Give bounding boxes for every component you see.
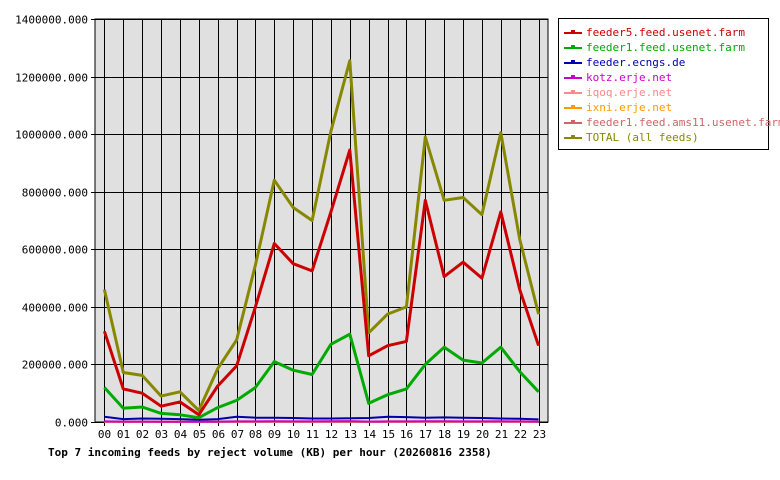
legend-item: TOTAL (all feeds): [563, 130, 768, 145]
y-tick-label: 800000.000: [22, 187, 88, 200]
x-tick-label: 01: [117, 428, 130, 441]
x-tick-label: 15: [382, 428, 395, 441]
y-tick-label: 0.000: [55, 417, 88, 430]
x-tick-label: 18: [438, 428, 451, 441]
y-tick-label: 1200000.000: [15, 72, 88, 85]
legend-label: ixni.erje.net: [586, 101, 673, 114]
y-tick-label: 1000000.000: [15, 129, 88, 142]
legend-swatch: [563, 27, 583, 39]
legend-label: feeder1.feed.ams11.usenet.farm: [586, 116, 780, 129]
x-tick-label: 00: [98, 428, 111, 441]
series-lines: [102, 59, 541, 423]
x-tick-label: 19: [457, 428, 470, 441]
x-tick-label: 06: [212, 428, 225, 441]
x-tick-label: 20: [476, 428, 489, 441]
legend-swatch: [563, 42, 583, 54]
legend-label: feeder.ecngs.de: [586, 56, 686, 69]
series-line-0: [102, 148, 541, 417]
legend-item: feeder1.feed.usenet.farm: [563, 40, 768, 55]
x-tick-label: 05: [193, 428, 206, 441]
y-tick-label: 400000.000: [22, 302, 88, 315]
x-tick-label: 02: [136, 428, 149, 441]
legend-item: feeder1.feed.ams11.usenet.farm: [563, 115, 780, 130]
x-tick-label: 11: [306, 428, 319, 441]
x-tick-label: 10: [287, 428, 300, 441]
legend-label: iqoq.erje.net: [586, 86, 673, 99]
x-tick-label: 16: [400, 428, 413, 441]
legend-swatch: [563, 117, 583, 129]
x-tick-label: 21: [495, 428, 508, 441]
legend-swatch: [563, 87, 583, 99]
series-line-3: [104, 420, 539, 423]
legend-swatch: [563, 57, 583, 69]
series-line-1: [103, 332, 540, 420]
legend-swatch: [563, 102, 583, 114]
legend-item: feeder5.feed.usenet.farm: [563, 25, 768, 40]
y-tick-label: 200000.000: [22, 359, 88, 372]
legend-item: kotz.erje.net: [563, 70, 768, 85]
legend-label: feeder1.feed.usenet.farm: [586, 41, 745, 54]
y-tick-label: 1400000.000: [15, 14, 88, 27]
legend-label: kotz.erje.net: [586, 71, 673, 84]
legend-item: ixni.erje.net: [563, 100, 768, 115]
x-tick-label: 03: [155, 428, 168, 441]
x-tick-label: 04: [174, 428, 188, 441]
x-tick-label: 23: [533, 428, 546, 441]
x-tick-label: 17: [419, 428, 432, 441]
legend-label: TOTAL (all feeds): [586, 131, 699, 144]
x-tick-label: 22: [514, 428, 527, 441]
legend-item: feeder.ecngs.de: [563, 55, 768, 70]
x-tick-label: 12: [325, 428, 338, 441]
x-tick-label: 07: [231, 428, 244, 441]
y-axis-ticks: 0.000 200000.000 400000.000 600000.000 80000…: [15, 14, 95, 430]
x-axis-ticks: 00 01 02 03 04 05 06 07 08 09 10 11 12 13 14 15 16 17 18 19…: [98, 422, 546, 441]
x-tick-label: 09: [268, 428, 281, 441]
y-tick-label: 600000.000: [22, 244, 88, 257]
legend-swatch: [563, 132, 583, 144]
chart-title: Top 7 incoming feeds by reject volume (K…: [48, 446, 492, 459]
legend-item: iqoq.erje.net: [563, 85, 768, 100]
x-tick-label: 13: [344, 428, 357, 441]
series-line-2: [104, 415, 539, 421]
legend-label: feeder5.feed.usenet.farm: [586, 26, 745, 39]
x-tick-label: 14: [363, 428, 377, 441]
x-tick-label: 08: [249, 428, 262, 441]
series-line-7: [102, 59, 541, 412]
legend-swatch: [563, 72, 583, 84]
legend: feeder5.feed.usenet.farm feeder1.feed.use…: [558, 18, 780, 150]
plot-background: [94, 18, 549, 423]
